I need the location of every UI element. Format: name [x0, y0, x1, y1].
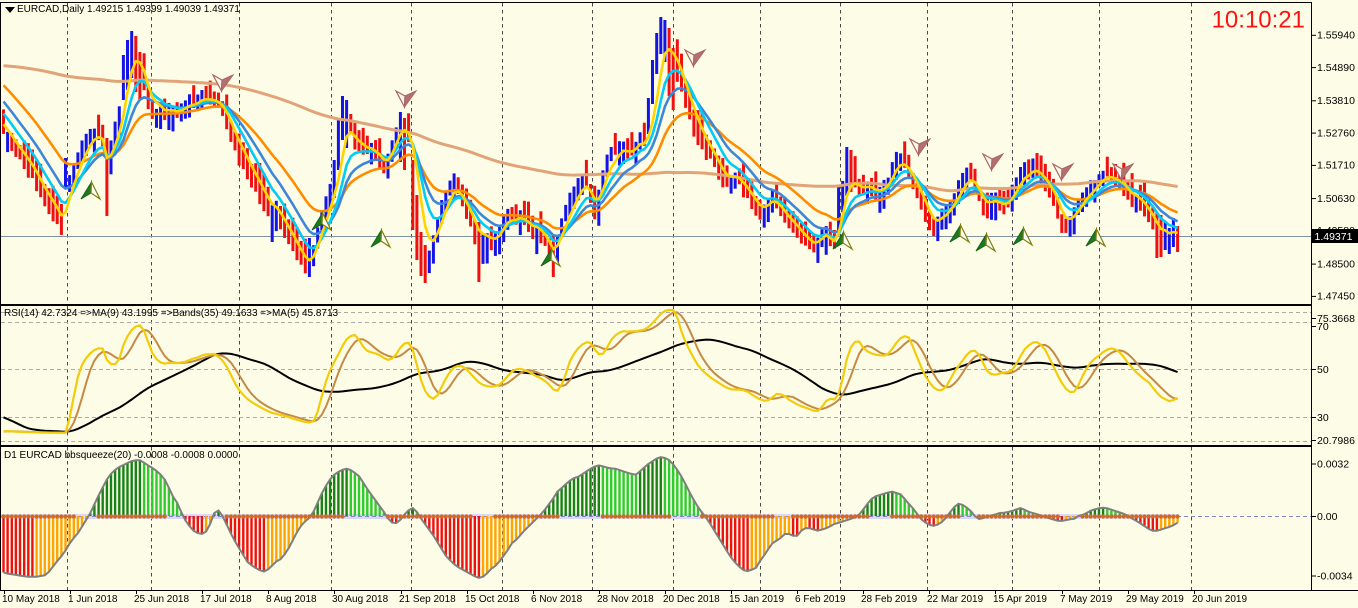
svg-text:20 Dec 2018: 20 Dec 2018 — [663, 594, 720, 605]
svg-text:1.47450: 1.47450 — [1317, 291, 1355, 303]
svg-text:1 Jun 2018: 1 Jun 2018 — [68, 594, 118, 605]
svg-text:15 Oct 2018: 15 Oct 2018 — [465, 594, 520, 605]
svg-text:28 Nov 2018: 28 Nov 2018 — [597, 594, 654, 605]
svg-text:10:10:21: 10:10:21 — [1212, 7, 1305, 34]
svg-text:0.00: 0.00 — [1317, 511, 1338, 523]
svg-text:20 Jun 2019: 20 Jun 2019 — [1192, 594, 1247, 605]
svg-text:30: 30 — [1317, 412, 1329, 424]
svg-text:30 Aug 2018: 30 Aug 2018 — [332, 594, 389, 605]
svg-text:1.51710: 1.51710 — [1317, 160, 1355, 172]
svg-text:50: 50 — [1317, 364, 1329, 376]
svg-text:15 Jan 2019: 15 Jan 2019 — [729, 594, 784, 605]
svg-text:6 Feb 2019: 6 Feb 2019 — [795, 594, 846, 605]
svg-text:28 Feb 2019: 28 Feb 2019 — [861, 594, 918, 605]
svg-text:10 May 2018: 10 May 2018 — [2, 594, 60, 605]
svg-text:1.52760: 1.52760 — [1317, 127, 1355, 139]
svg-text:1.54890: 1.54890 — [1317, 62, 1355, 74]
svg-text:EURCAD,Daily 1.49215 1.49399: EURCAD,Daily 1.49215 1.49399 1.49039 1.4… — [17, 4, 240, 15]
svg-text:1.55940: 1.55940 — [1317, 30, 1355, 42]
svg-text:1.50630: 1.50630 — [1317, 193, 1355, 205]
svg-text:17 Jul 2018: 17 Jul 2018 — [200, 594, 252, 605]
svg-text:15 Apr 2019: 15 Apr 2019 — [993, 594, 1047, 605]
svg-text:0.0032: 0.0032 — [1317, 458, 1349, 470]
svg-text:6 Nov 2018: 6 Nov 2018 — [531, 594, 583, 605]
svg-text:75.3668: 75.3668 — [1317, 313, 1355, 325]
svg-text:D1 EURCAD bbsqueeze(20) -0.000: D1 EURCAD bbsqueeze(20) -0.0008 -0.0008 … — [4, 450, 238, 461]
svg-text:1.49371: 1.49371 — [1315, 231, 1353, 243]
svg-text:21 Sep 2018: 21 Sep 2018 — [399, 594, 456, 605]
svg-text:8 Aug 2018: 8 Aug 2018 — [266, 594, 317, 605]
svg-text:20.7986: 20.7986 — [1317, 435, 1355, 447]
svg-text:22 Mar 2019: 22 Mar 2019 — [927, 594, 984, 605]
svg-text:1.53810: 1.53810 — [1317, 95, 1355, 107]
svg-text:RSI(14) 42.7324 =>MA(9) 43.19: RSI(14) 42.7324 =>MA(9) 43.1995 =>Bands(… — [4, 308, 339, 319]
svg-text:-0.0034: -0.0034 — [1317, 570, 1353, 582]
svg-text:1.48500: 1.48500 — [1317, 258, 1355, 270]
svg-text:29 May 2019: 29 May 2019 — [1126, 594, 1184, 605]
svg-text:70: 70 — [1317, 321, 1329, 333]
svg-text:25 Jun 2018: 25 Jun 2018 — [134, 594, 189, 605]
svg-text:7 May 2019: 7 May 2019 — [1060, 594, 1113, 605]
